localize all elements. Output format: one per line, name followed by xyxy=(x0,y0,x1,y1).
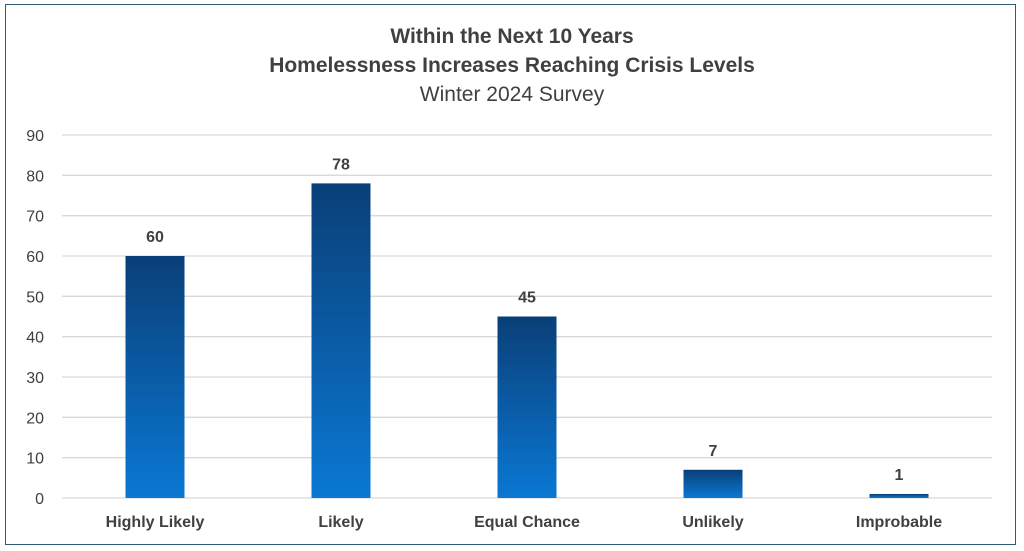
x-tick-label: Equal Chance xyxy=(474,514,580,531)
data-label: 78 xyxy=(332,156,350,173)
x-tick-label: Likely xyxy=(318,514,363,531)
y-tick-label: 90 xyxy=(26,128,44,145)
chart-subtitle: Winter 2024 Survey xyxy=(419,83,605,106)
y-tick-label: 40 xyxy=(26,330,44,347)
y-tick-label: 80 xyxy=(26,168,44,185)
y-tick-label: 30 xyxy=(26,370,44,387)
chart-title-block: Within the Next 10 Years Homelessness In… xyxy=(0,22,1024,110)
data-label: 7 xyxy=(709,443,718,460)
bar xyxy=(869,493,929,498)
x-tick-label: Unlikely xyxy=(682,514,743,531)
chart-title-line-2: Homelessness Increases Reaching Crisis L… xyxy=(269,54,755,77)
bar xyxy=(497,316,557,498)
data-label: 60 xyxy=(146,229,164,246)
bar xyxy=(311,183,371,498)
y-tick-label: 0 xyxy=(35,491,44,508)
data-label: 45 xyxy=(518,290,536,307)
y-tick-label: 20 xyxy=(26,410,44,427)
x-tick-label: Highly Likely xyxy=(106,514,205,531)
bar xyxy=(683,469,743,498)
bar xyxy=(125,256,185,498)
chart-title-line-1: Within the Next 10 Years xyxy=(390,25,634,48)
y-tick-label: 60 xyxy=(26,249,44,266)
x-tick-label: Improbable xyxy=(856,514,942,531)
y-tick-label: 50 xyxy=(26,289,44,306)
y-tick-label: 70 xyxy=(26,209,44,226)
y-tick-label: 10 xyxy=(26,451,44,468)
data-label: 1 xyxy=(895,467,904,484)
